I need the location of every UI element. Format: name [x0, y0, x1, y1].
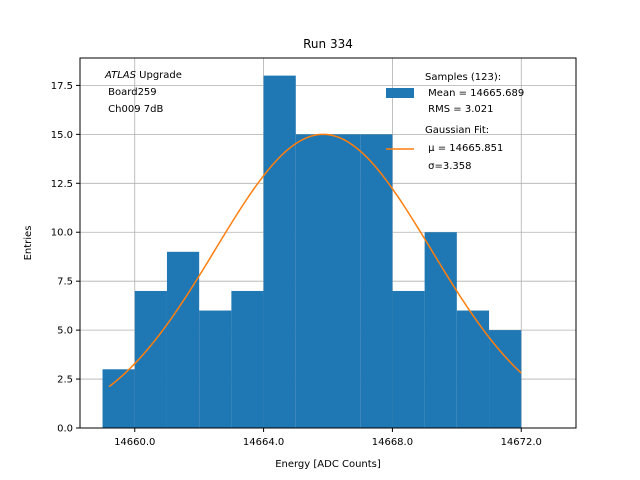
atlas-upgrade-text: Upgrade	[136, 70, 182, 81]
plot-frame	[79, 57, 577, 429]
atlas-annotation: ATLAS Upgrade Board259 Ch009 7dB	[104, 70, 182, 115]
axis-ticks: 14660.0 14664.0 14668.0 14672.0 0.0 2.5 5.0 7.5…	[51, 81, 542, 448]
histogram-bar	[424, 232, 457, 428]
x-tick-label: 14664.0	[243, 437, 284, 448]
x-tick-label: 14672.0	[501, 437, 542, 448]
y-tick-label: 5.0	[57, 326, 73, 337]
x-tick-label: 14668.0	[372, 437, 413, 448]
atlas-label: ATLAS Upgrade	[104, 70, 182, 81]
x-tick-label: 14660.0	[114, 437, 155, 448]
histogram-bar	[456, 310, 490, 428]
y-tick-label: 12.5	[51, 179, 73, 190]
histogram-bar	[392, 290, 425, 428]
board-label: Board259	[105, 87, 157, 98]
histogram-bar	[295, 134, 328, 428]
y-axis-label: Entries	[23, 226, 34, 261]
histogram-bar	[199, 310, 232, 428]
x-axis-label: Energy [ADC Counts]	[275, 459, 381, 470]
legend-fit-mu: μ = 14665.851	[425, 143, 503, 154]
gaussian-fit	[108, 133, 522, 388]
legend-samples-swatch	[386, 88, 414, 98]
histogram-bars	[102, 75, 522, 428]
histogram-bar	[360, 134, 393, 428]
channel-label: Ch009 7dB	[105, 104, 163, 115]
histogram-bar	[328, 134, 361, 428]
chart-title: Run 334	[303, 37, 353, 51]
y-tick-label: 7.5	[57, 277, 73, 288]
legend-fit-title: Gaussian Fit:	[425, 125, 489, 136]
legend: Samples (123): Mean = 14665.689 RMS = 3.…	[386, 72, 524, 172]
y-tick-label: 17.5	[51, 81, 73, 92]
histogram-bar	[263, 75, 296, 428]
histogram-bar	[231, 290, 264, 428]
histogram-bar	[489, 330, 522, 428]
y-tick-label: 0.0	[57, 424, 73, 435]
y-tick-label: 2.5	[57, 375, 73, 386]
atlas-italic-text: ATLAS	[104, 70, 137, 81]
legend-samples-rms: RMS = 3.021	[425, 104, 493, 115]
y-tick-label: 10.0	[51, 228, 73, 239]
legend-samples-mean: Mean = 14665.689	[425, 88, 524, 99]
legend-fit-sigma: σ=3.358	[425, 161, 472, 172]
fit-curve	[108, 133, 522, 388]
y-tick-label: 15.0	[51, 130, 73, 141]
histogram-bar	[166, 251, 200, 428]
legend-samples-title: Samples (123):	[425, 72, 501, 83]
histogram-bar	[134, 290, 167, 428]
